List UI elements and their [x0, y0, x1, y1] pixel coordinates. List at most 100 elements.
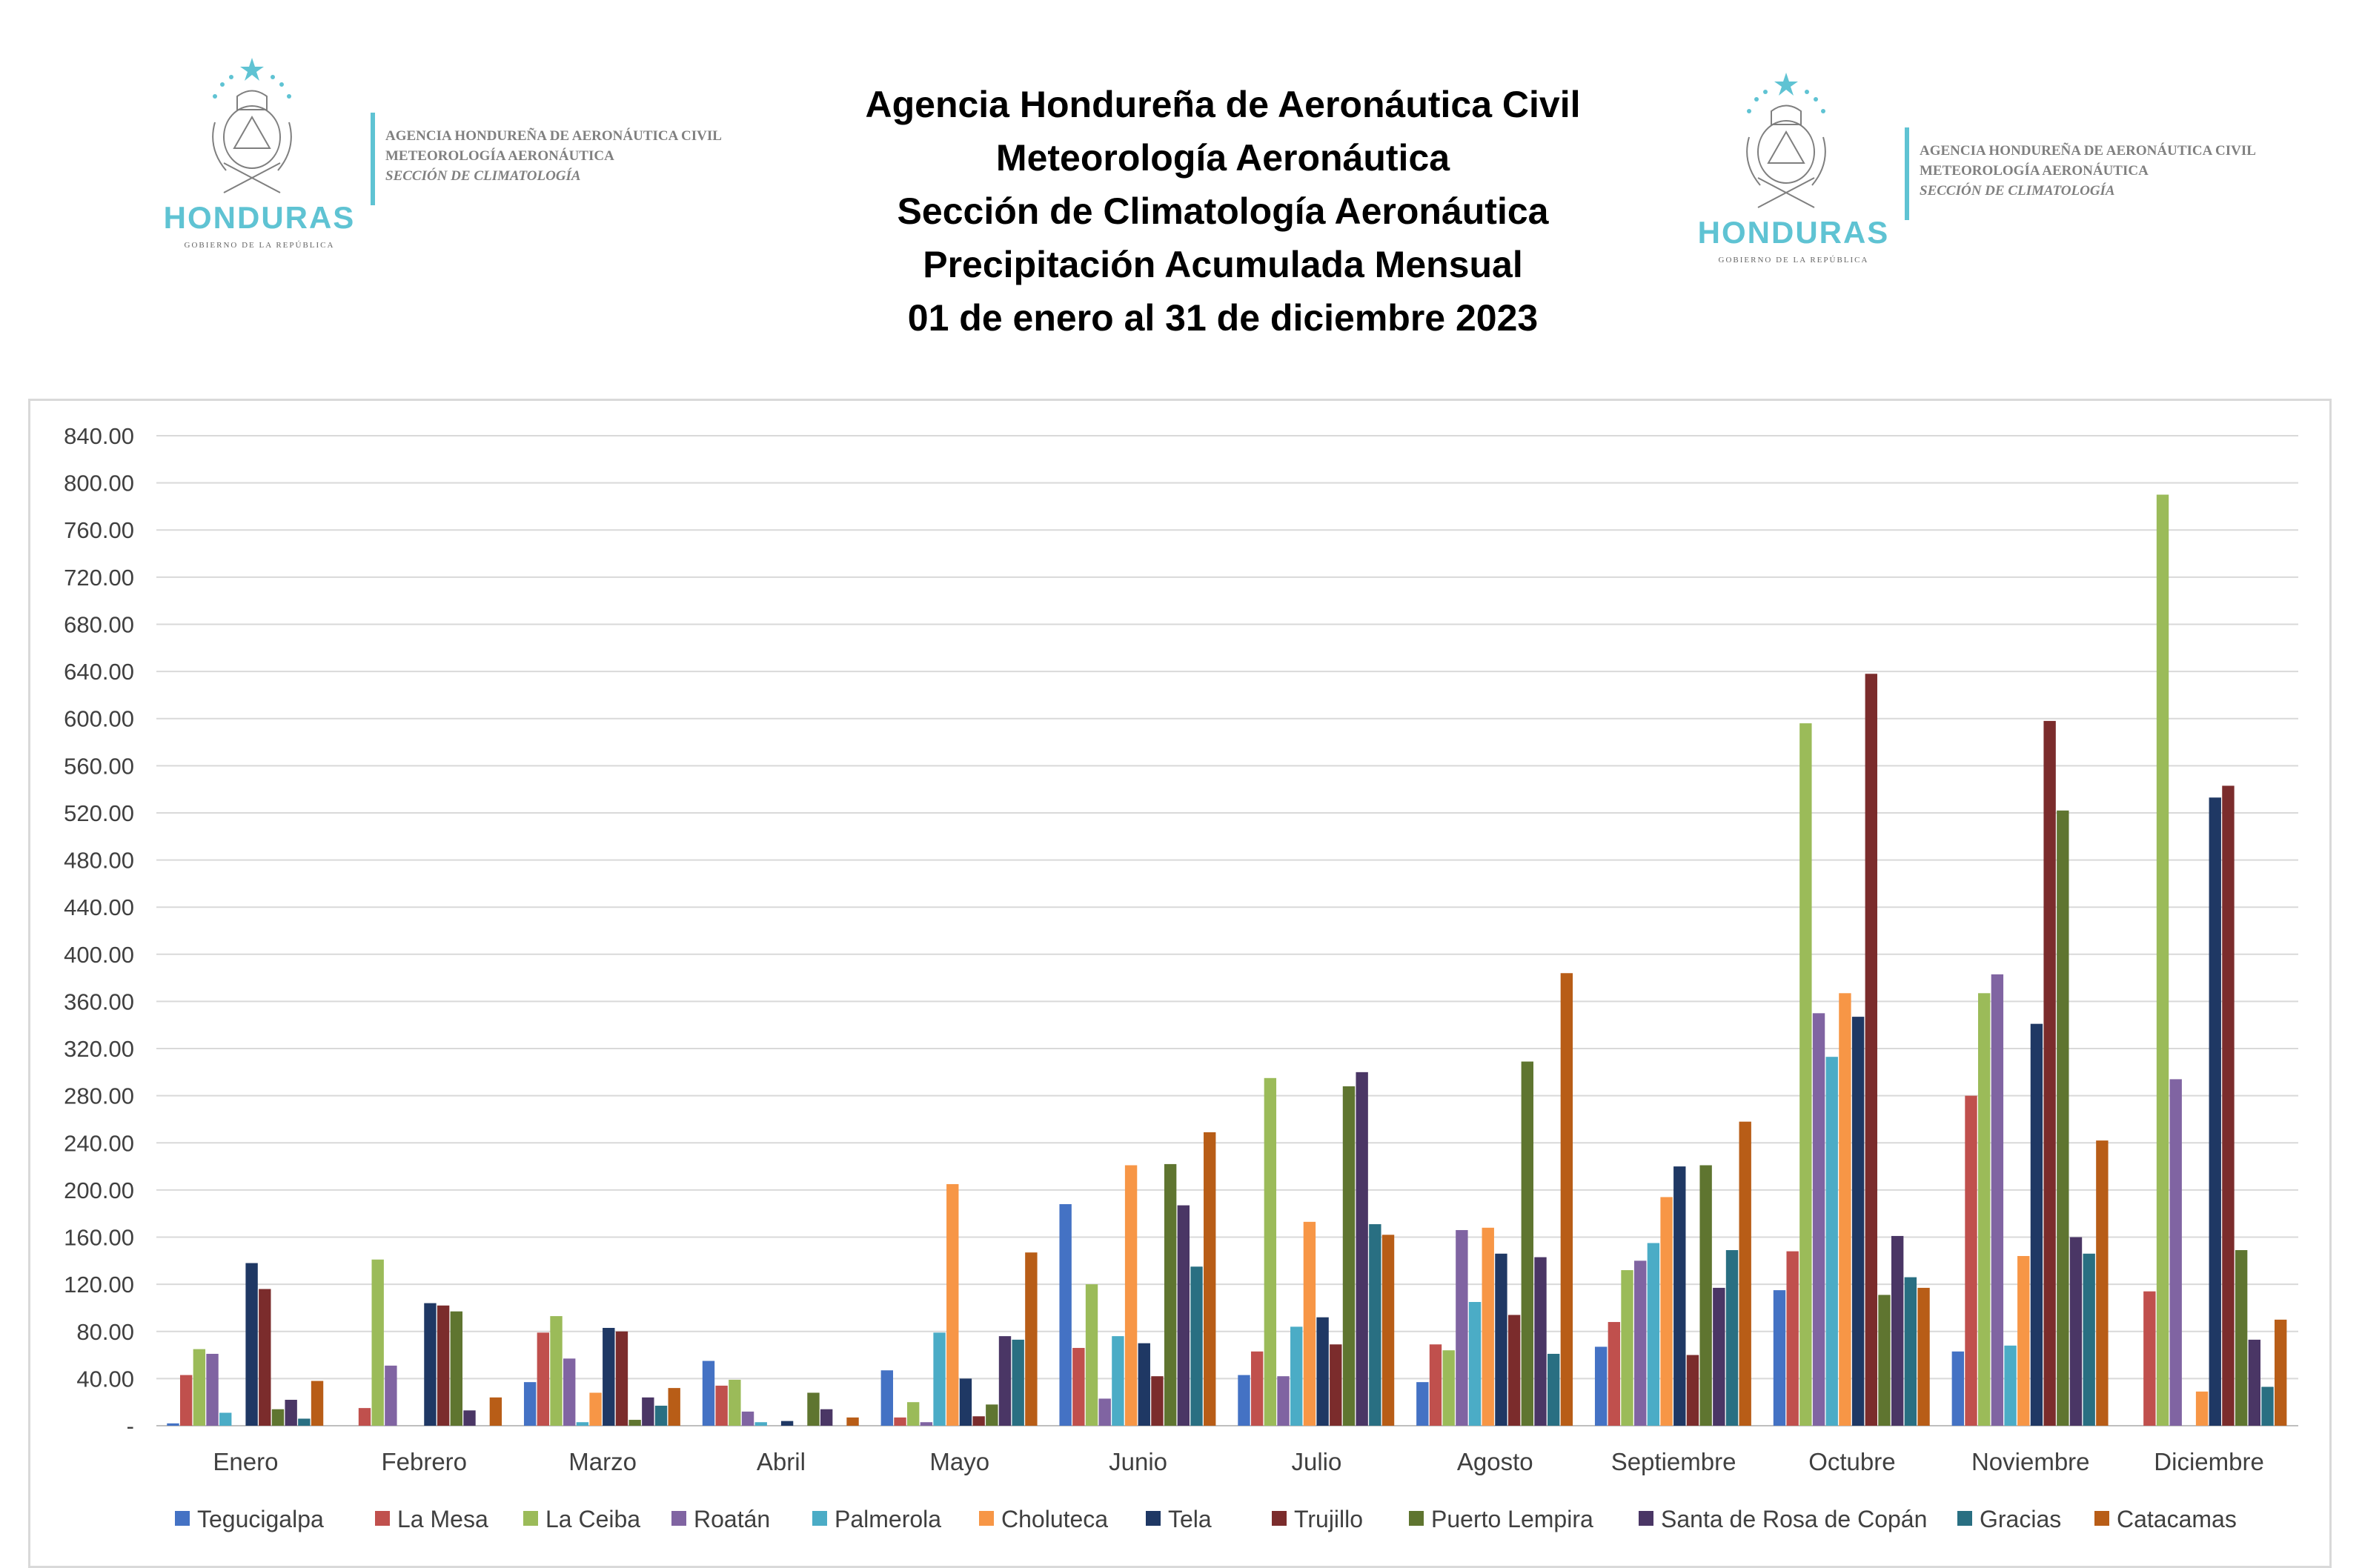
x-tick-label: Diciembre: [2154, 1448, 2264, 1475]
logo-subbrand: GOBIERNO DE LA REPÚBLICA: [184, 241, 335, 250]
bar-la-ceiba: [1621, 1270, 1633, 1426]
bar-choluteca: [946, 1183, 959, 1426]
bar-roat-n: [1456, 1229, 1468, 1426]
bar-gracias: [1190, 1266, 1203, 1426]
bar-la-ceiba: [2156, 494, 2169, 1426]
bar-palmerola: [219, 1412, 232, 1426]
bar-la-mesa: [1965, 1095, 1977, 1426]
legend-label: Roatán: [694, 1506, 770, 1532]
bar-la-ceiba: [193, 1349, 206, 1426]
bar-santa-de-rosa-de-cop-n: [1177, 1205, 1190, 1426]
bar-la-mesa: [1072, 1348, 1085, 1426]
y-tick-label: 680.00: [64, 611, 134, 637]
bar-choluteca: [589, 1392, 602, 1426]
bar-tegucigalpa: [523, 1382, 537, 1426]
bar-gracias: [1725, 1250, 1739, 1426]
bar-tegucigalpa: [1594, 1346, 1608, 1426]
y-tick-label: 440.00: [64, 894, 134, 920]
bar-palmerola: [576, 1422, 589, 1426]
logo-text: AGENCIA HONDUREÑA DE AERONÁUTICA CIVIL M…: [385, 126, 771, 186]
logo-text: AGENCIA HONDUREÑA DE AERONÁUTICA CIVIL M…: [1920, 141, 2305, 201]
bar-choluteca: [1303, 1221, 1316, 1426]
bar-la-mesa: [1786, 1251, 1799, 1426]
legend-label: Catacamas: [2117, 1506, 2237, 1532]
bar-roat-n: [920, 1422, 933, 1426]
bar-tela: [1138, 1343, 1150, 1426]
bar-catacamas: [311, 1381, 324, 1426]
legend-label: Choluteca: [1001, 1506, 1108, 1532]
bar-catacamas: [2275, 1319, 2287, 1426]
legend-swatch: [1639, 1511, 1653, 1526]
logo-line-agency: AGENCIA HONDUREÑA DE AERONÁUTICA CIVIL: [1920, 143, 2256, 159]
bar-santa-de-rosa-de-cop-n: [463, 1410, 476, 1426]
bar-roat-n: [741, 1411, 754, 1426]
bar-trujillo: [1151, 1376, 1164, 1426]
bar-tegucigalpa: [167, 1423, 179, 1426]
bar-santa-de-rosa-de-cop-n: [1356, 1072, 1368, 1426]
bar-puerto-lempira: [450, 1311, 463, 1426]
y-tick-label: 400.00: [64, 942, 134, 968]
bar-gracias: [1547, 1353, 1560, 1426]
bar-la-ceiba: [729, 1379, 741, 1426]
bar-gracias: [1012, 1339, 1024, 1426]
bar-roat-n: [1634, 1260, 1647, 1426]
bar-la-ceiba: [1978, 993, 1991, 1426]
bar-trujillo: [1686, 1355, 1699, 1426]
bar-palmerola: [1647, 1243, 1660, 1426]
y-tick-label: 840.00: [64, 423, 134, 449]
bar-trujillo: [1330, 1344, 1342, 1426]
logo-right: HONDURAS GOBIERNO DE LA REPÚBLICA AGENCI…: [1682, 67, 2290, 274]
title-line-agency: Agencia Hondureña de Aeronáutica Civil: [865, 84, 1581, 125]
bar-gracias: [1904, 1277, 1917, 1426]
legend-swatch: [1409, 1511, 1424, 1526]
bar-la-mesa: [179, 1375, 193, 1426]
y-tick-label: 800.00: [64, 471, 134, 496]
bar-la-ceiba: [1264, 1077, 1277, 1426]
x-tick-label: Mayo: [929, 1448, 989, 1475]
legend-label: Tegucigalpa: [197, 1506, 324, 1532]
bar-roat-n: [1812, 1013, 1825, 1426]
y-tick-label: 80.00: [76, 1319, 134, 1345]
bar-tela: [1495, 1253, 1507, 1426]
bar-santa-de-rosa-de-cop-n: [1713, 1287, 1725, 1426]
title-line-metric: Precipitación Acumulada Mensual: [923, 244, 1523, 285]
y-tick-label: 120.00: [64, 1272, 134, 1298]
x-tick-label: Febrero: [381, 1448, 467, 1475]
logo-brand: HONDURAS: [1697, 215, 1890, 250]
bar-puerto-lempira: [628, 1420, 641, 1426]
logo-brand: HONDURAS: [163, 200, 356, 235]
legend-swatch: [1272, 1511, 1287, 1526]
bar-la-ceiba: [907, 1402, 920, 1426]
bar-trujillo: [1507, 1315, 1521, 1426]
x-tick-label: Enero: [213, 1448, 278, 1475]
title-line-meteo: Meteorología Aeronáutica: [995, 137, 1450, 179]
bar-santa-de-rosa-de-cop-n: [642, 1397, 654, 1426]
bar-catacamas: [846, 1417, 859, 1426]
bar-tegucigalpa: [1416, 1382, 1429, 1426]
y-tick-label: 40.00: [76, 1366, 134, 1392]
logo-line-agency: AGENCIA HONDUREÑA DE AERONÁUTICA CIVIL: [385, 128, 722, 144]
legend-swatch: [671, 1511, 686, 1526]
bar-trujillo: [437, 1305, 450, 1426]
bar-tegucigalpa: [1773, 1290, 1786, 1426]
bar-gracias: [654, 1405, 668, 1426]
chart-frame: - 40.00 80.00 120.00 160.00 200.00 240.00 280.0…: [28, 399, 2332, 1568]
bar-palmerola: [1290, 1326, 1303, 1426]
logo-left: HONDURAS GOBIERNO DE LA REPÚBLICA AGENCI…: [148, 52, 756, 259]
logo-line-section: SECCIÓN DE CLIMATOLOGÍA: [1920, 183, 2115, 199]
bar-tela: [424, 1303, 437, 1426]
bar-choluteca: [1124, 1165, 1138, 1426]
bar-palmerola: [933, 1332, 946, 1426]
logo-divider: [1905, 127, 1909, 220]
bar-tela: [603, 1327, 615, 1426]
legend-swatch: [2094, 1511, 2109, 1526]
bar-puerto-lempira: [1521, 1061, 1534, 1426]
bar-la-ceiba: [1799, 723, 1812, 1426]
bar-tegucigalpa: [1059, 1203, 1072, 1426]
bar-gracias: [298, 1418, 311, 1426]
title-line-section: Sección de Climatología Aeronáutica: [897, 190, 1549, 232]
logo-line-meteo: METEOROLOGÍA AERONÁUTICA: [385, 148, 614, 164]
bar-roat-n: [563, 1358, 576, 1426]
bar-trujillo: [2222, 785, 2235, 1426]
bar-tela: [1673, 1166, 1686, 1426]
